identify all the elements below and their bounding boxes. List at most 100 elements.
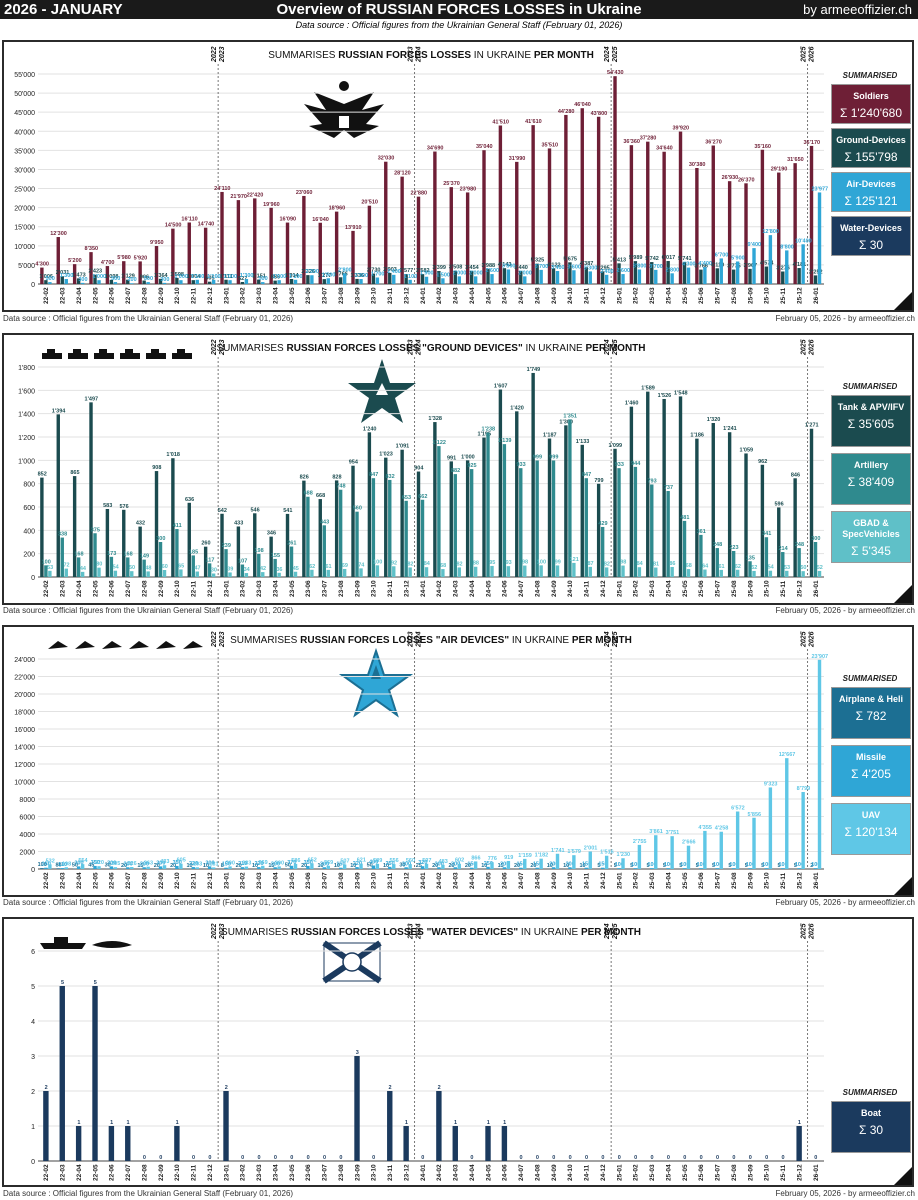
bar-value-label: 150: [42, 862, 51, 868]
eagle-shield-shape: [339, 116, 349, 128]
bar-missile: [813, 868, 818, 869]
x-tick-label: 23-12: [403, 287, 410, 304]
bar-value-label: 28'120: [394, 171, 411, 177]
x-tick-label: 25-07: [715, 1164, 722, 1181]
bar-value-label: 500: [46, 276, 55, 282]
bar-value-label: 200: [451, 861, 460, 867]
bar-value-label: 432: [136, 521, 145, 527]
bar-value-label: 532: [46, 858, 55, 864]
bar-missile: [126, 867, 130, 869]
x-tick-label: 22-03: [60, 1164, 67, 1181]
bar-air-devices: [588, 271, 592, 284]
bar-soldiers: [269, 207, 273, 284]
bar-gbad-specvehicles: [261, 572, 265, 577]
bar-value-label: 1'700: [371, 272, 385, 278]
bar-soldiers: [253, 198, 257, 284]
year-divider-label: 20232024: [408, 923, 423, 940]
bar-value-label: 12'667: [779, 752, 796, 758]
bar-value-label: 776: [488, 856, 497, 862]
bar-missile: [650, 868, 654, 869]
bar-value-label: 198: [62, 861, 71, 867]
bar-value-label: 3'800: [633, 263, 647, 269]
bar-uav: [817, 659, 822, 869]
bar-value-label: 283: [242, 861, 251, 867]
bar-soldiers: [187, 222, 191, 284]
bar-tank-apv-ifv: [269, 536, 273, 577]
bar-boat: [75, 1126, 82, 1161]
bar-value-label: 36: [276, 567, 282, 573]
x-tick-label: 23-10: [371, 287, 378, 304]
bar-value-label: 866: [471, 855, 480, 861]
summary-box-missile: Missile Σ 4'205: [831, 745, 911, 797]
bar-value-label: 2'000: [453, 270, 467, 276]
bar-value-label: 1: [487, 1120, 490, 1126]
x-tick-label: 22-05: [92, 1164, 99, 1181]
x-tick-label: 25-12: [796, 287, 803, 304]
bar-value-label: 20: [449, 863, 455, 869]
bar-missile: [502, 867, 507, 869]
x-tick-label: 23-06: [305, 872, 312, 889]
bar-tank-apv-ifv: [515, 411, 519, 577]
bar-value-label: 14'500: [165, 223, 182, 229]
y-tick-label: 600: [23, 505, 35, 512]
bar-tank-apv-ifv: [72, 476, 77, 577]
bar-value-label: 10: [383, 863, 389, 869]
x-tick-label: 22-12: [207, 872, 214, 889]
bar-value-label: 1'336: [351, 273, 365, 279]
bar-value-label: 100: [762, 862, 771, 868]
x-tick-label: 25-06: [698, 1164, 705, 1181]
bar-artillery: [666, 491, 670, 577]
bar-value-label: 200: [140, 861, 149, 867]
bar-air-devices: [113, 282, 118, 284]
vehicle-turret-icon: [73, 349, 81, 353]
x-tick-label: 24-08: [534, 1164, 541, 1181]
bar-value-label: 8'350: [85, 246, 99, 252]
x-tick-label: 24-07: [518, 872, 525, 889]
x-tick-label: 23-05: [289, 1164, 296, 1181]
bar-air-devices: [490, 274, 494, 284]
bar-boat: [403, 1126, 409, 1161]
x-tick-label: 25-05: [682, 580, 689, 597]
vehicle-silhouette-icon: [120, 353, 140, 359]
bar-value-label: 22'420: [247, 192, 264, 198]
bar-value-label: 341: [762, 531, 771, 537]
bar-air-devices: [719, 258, 723, 284]
bar-value-label: 26'930: [722, 175, 739, 181]
y-tick-label: 400: [23, 528, 35, 535]
bar-value-label: 4'181: [793, 262, 807, 268]
bar-airplane-heli: [40, 868, 44, 869]
chart-title-part: SUMMARISES: [230, 635, 300, 646]
x-tick-label: 24-08: [534, 872, 541, 889]
aircraft-silhouette-icon: [75, 641, 95, 649]
bar-ground-devices: [109, 279, 114, 284]
bar-uav: [670, 836, 674, 869]
bar-uav: [80, 864, 85, 869]
bar-value-label: 748: [336, 484, 345, 490]
bar-value-label: 2'001: [584, 845, 598, 851]
bar-value-label: 1'023: [379, 452, 393, 458]
summary-heading: SUMMARISED: [842, 674, 898, 683]
bar-value-label: 433: [234, 520, 243, 526]
bar-ground-devices: [633, 261, 638, 284]
bar-air-devices: [539, 269, 543, 284]
air-star-emblem: [338, 647, 414, 718]
x-tick-label: 22-09: [158, 287, 165, 304]
summary-box-value: Σ 5'345: [851, 544, 891, 558]
bar-ground-devices: [142, 280, 146, 284]
x-tick-label: 22-03: [60, 872, 67, 889]
bar-value-label: 10: [481, 863, 487, 869]
x-tick-label: 25-12: [796, 580, 803, 597]
bar-tank-apv-ifv: [318, 499, 322, 577]
bar-value-label: 1'526: [658, 393, 672, 399]
corner-decoration: [894, 877, 912, 895]
bar-tank-apv-ifv: [547, 438, 552, 577]
y-tick-label: 1'400: [18, 412, 35, 419]
bar-uav: [768, 787, 773, 869]
bar-gbad-specvehicles: [621, 565, 625, 577]
chart-title-part: RUSSIAN FORCES LOSSES "AIR DEVICES": [300, 635, 509, 646]
bar-value-label: 31'990: [509, 156, 526, 162]
bar-artillery: [568, 419, 572, 577]
bar-missile: [273, 867, 277, 869]
bar-value-label: 21'970: [230, 194, 247, 200]
y-tick-label: 4000: [19, 832, 35, 839]
